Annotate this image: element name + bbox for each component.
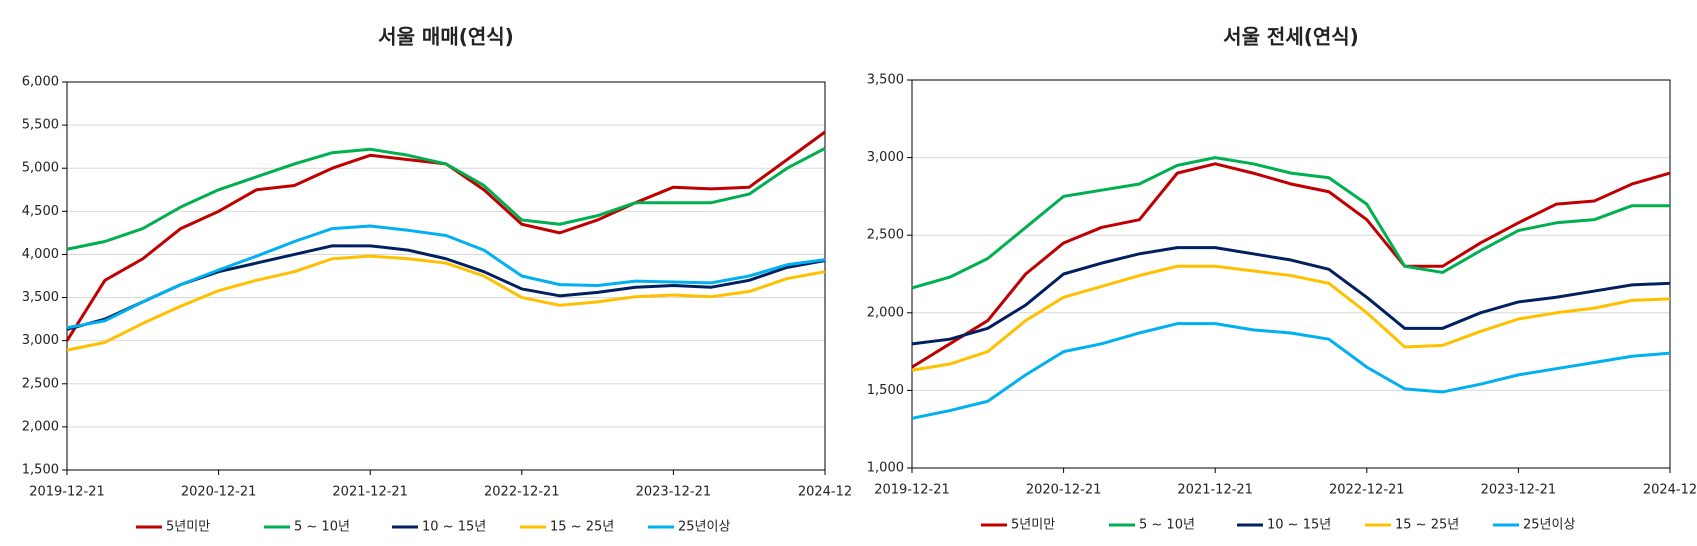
y-tick-label: 3,500: [867, 73, 904, 88]
x-tick-label: 2020-12-21: [1026, 483, 1102, 498]
line-series: [911, 264, 1671, 372]
line-series: [911, 156, 1670, 290]
x-tick-label: 2021-12-21: [1177, 483, 1253, 498]
y-tick-label: 1,000: [867, 461, 904, 476]
legend-label: 5년미만: [166, 520, 210, 535]
line-series: [911, 246, 1671, 346]
legend-label: 5 ~ 10년: [1139, 518, 1195, 533]
legend-label: 25년이상: [1523, 518, 1575, 533]
chart-title: 서울 매매(연식): [378, 25, 514, 49]
y-tick-label: 3,500: [22, 290, 59, 305]
line-series: [66, 224, 826, 330]
y-tick-label: 4,000: [22, 247, 59, 262]
legend-label: 5년미만: [1011, 518, 1055, 533]
x-tick-label: 2024-12: [1643, 483, 1697, 498]
legend-label: 15 ~ 25년: [1395, 518, 1459, 533]
y-tick-label: 3,000: [867, 150, 904, 165]
y-tick-label: 2,500: [867, 228, 904, 243]
legend-label: 15 ~ 25년: [550, 520, 614, 535]
y-tick-label: 2,000: [22, 419, 59, 434]
line-series: [911, 162, 1671, 369]
line-series: [66, 244, 826, 331]
x-tick-label: 2019-12-21: [874, 483, 950, 498]
y-tick-label: 2,000: [867, 305, 904, 320]
y-tick-label: 3,000: [22, 333, 59, 348]
x-tick-label: 2022-12-21: [484, 485, 560, 500]
x-tick-label: 2021-12-21: [332, 485, 408, 500]
x-tick-label: 2020-12-21: [181, 485, 257, 500]
x-tick-label: 2023-12-21: [1481, 483, 1557, 498]
line-series: [911, 322, 1671, 420]
y-tick-label: 1,500: [867, 383, 904, 398]
line-series: [66, 254, 826, 352]
y-tick-label: 1,500: [22, 463, 59, 478]
y-tick-label: 5,000: [22, 161, 59, 176]
chart-title: 서울 전세(연식): [1223, 25, 1359, 49]
x-tick-label: 2024-12: [798, 485, 852, 500]
y-tick-label: 2,500: [22, 376, 59, 391]
x-tick-label: 2023-12-21: [636, 485, 712, 500]
legend-label: 10 ~ 15년: [422, 520, 486, 535]
plot-area: [66, 81, 826, 471]
line-series: [66, 147, 826, 251]
x-tick-label: 2019-12-21: [29, 485, 105, 500]
y-tick-label: 5,500: [22, 118, 59, 133]
x-tick-label: 2022-12-21: [1329, 483, 1405, 498]
legend-label: 10 ~ 15년: [1267, 518, 1331, 533]
y-tick-label: 6,000: [22, 75, 59, 90]
plot-area: [911, 79, 1671, 469]
legend-label: 5 ~ 10년: [294, 520, 350, 535]
y-tick-label: 4,500: [22, 204, 59, 219]
legend-label: 25년이상: [678, 520, 730, 535]
